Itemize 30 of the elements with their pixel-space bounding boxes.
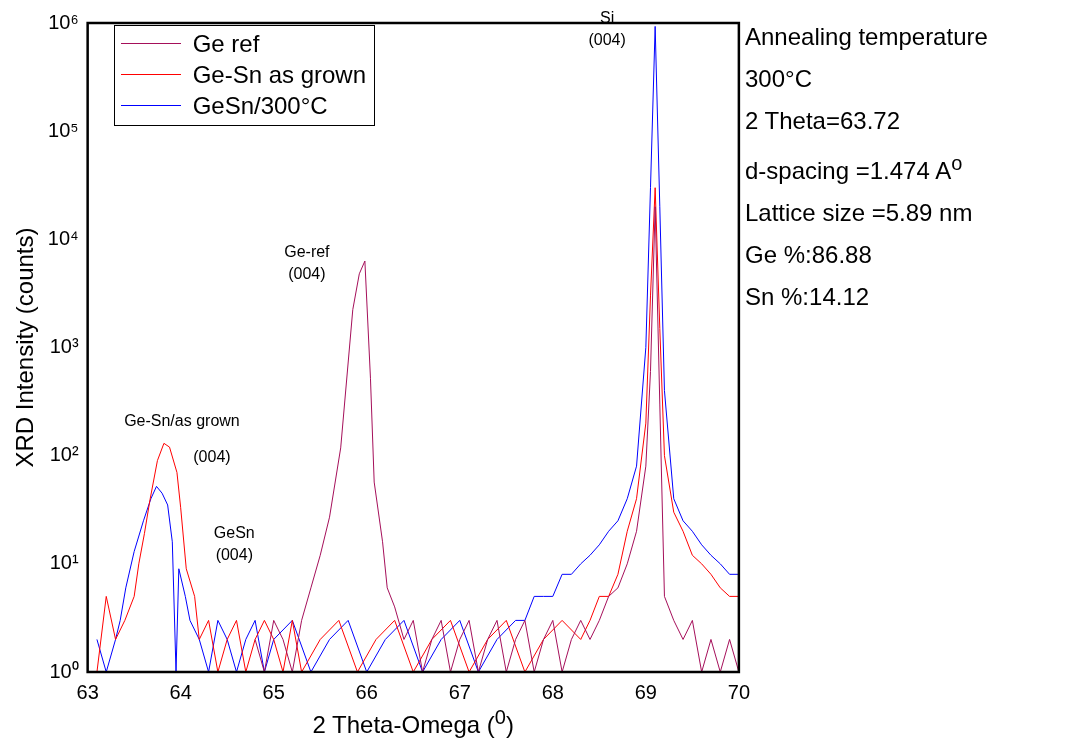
- annotation: GeSn (004): [213, 524, 255, 564]
- x-tick-label: 65: [262, 680, 285, 703]
- text: Annealing temperature: [745, 22, 988, 52]
- x-tick-label: 70: [727, 680, 750, 703]
- y-tick-label: 10⁴: [47, 226, 79, 249]
- y-tick-label: 10¹: [49, 551, 79, 574]
- legend-label: GeSn/300°C: [192, 91, 328, 121]
- y-axis-title: XRD Intensity (counts): [11, 227, 39, 468]
- text: Sn %:14.12: [745, 282, 871, 312]
- x-tick-label: 66: [355, 680, 378, 703]
- legend-label: Ge ref: [192, 29, 260, 59]
- x-tick-label: 64: [169, 680, 192, 703]
- x-tick-label: 69: [634, 680, 657, 703]
- annotation: Ge-Sn/as grown (004): [124, 411, 240, 465]
- x-tick-label: 67: [448, 680, 471, 703]
- text: 300°C: [745, 64, 813, 94]
- y-tick-label: 10⁵: [48, 118, 79, 141]
- text: Ge %:86.88: [745, 240, 873, 270]
- x-axis-title: 2 Theta-Omega ($^{0}$): [311, 706, 515, 739]
- x-tick-label: 68: [541, 680, 564, 703]
- legend-label: Ge-Sn as grown: [192, 60, 367, 90]
- y-tick-label: 10⁶: [48, 10, 79, 33]
- text: Lattice size =5.89 nm: [745, 198, 974, 228]
- x-tick-label: 63: [76, 680, 99, 703]
- annotation: Ge-ref (004): [284, 243, 331, 283]
- y-tick-label: 10⁰: [49, 659, 79, 682]
- y-tick-label: 10²: [49, 443, 79, 466]
- y-tick-label: 10³: [49, 335, 79, 358]
- text: 2 Theta=63.72: [745, 106, 902, 136]
- text: d-spacing =1.474 A$^{o}$: [745, 151, 964, 186]
